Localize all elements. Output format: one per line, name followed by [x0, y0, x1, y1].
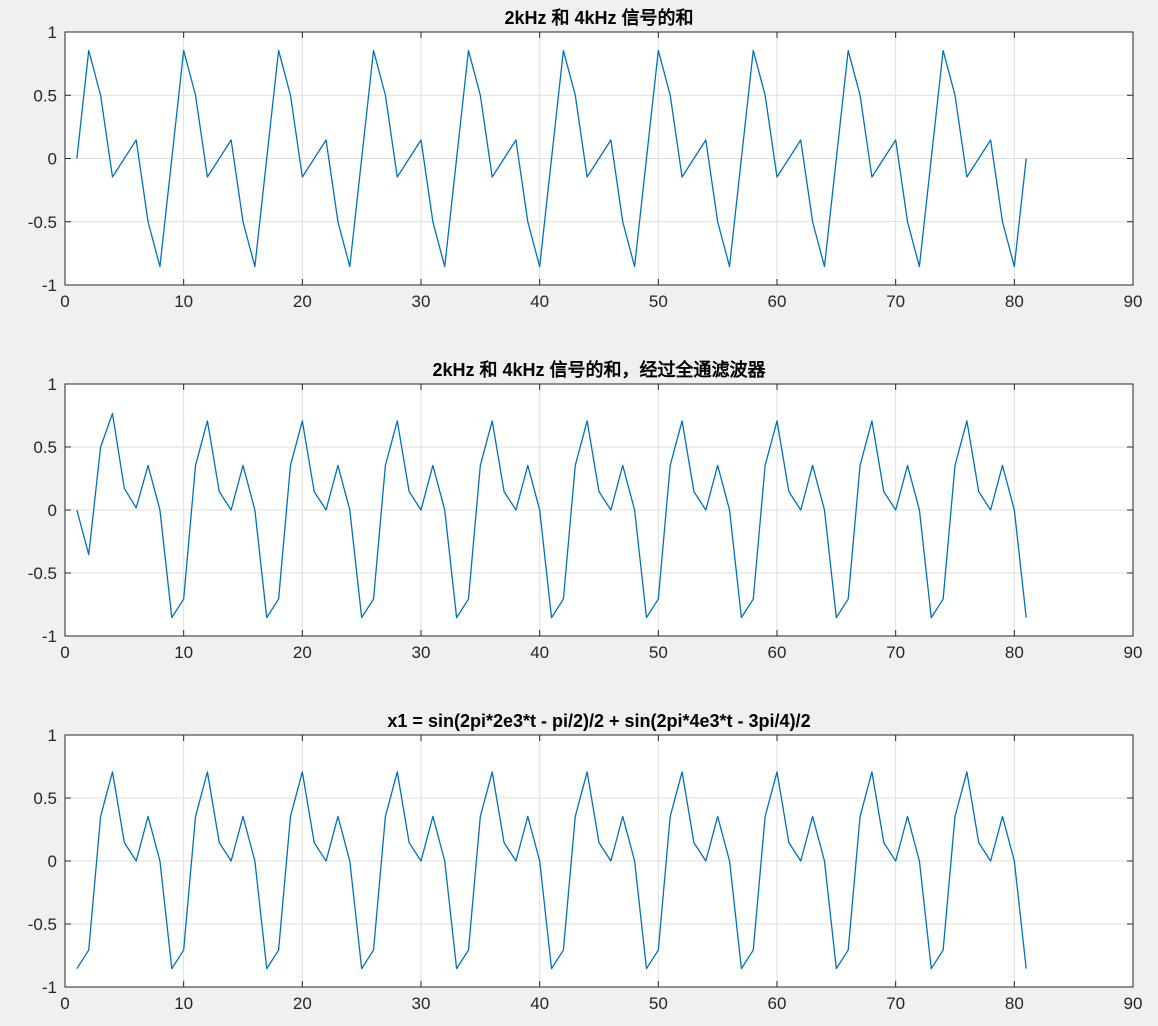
x-tick-label: 20 — [293, 643, 312, 662]
y-tick-label: 0 — [48, 150, 57, 169]
x-tick-label: 30 — [412, 994, 431, 1013]
x-tick-label: 30 — [412, 292, 431, 311]
y-tick-label: 1 — [48, 23, 57, 42]
x-tick-label: 50 — [649, 994, 668, 1013]
x-tick-label: 80 — [1005, 292, 1024, 311]
x-tick-label: 90 — [1124, 292, 1143, 311]
x-tick-label: 30 — [412, 643, 431, 662]
axes-border — [64, 734, 1134, 988]
axes-border — [64, 383, 1134, 637]
x-tick-label: 40 — [530, 292, 549, 311]
series-line — [76, 49, 1027, 268]
subplot-2: 0 10 20 30 40 50 60 70 80 90 1 0.5 0 -0.5 -1 2kHz 和 4kH… — [28, 359, 1143, 662]
x-tick-label: 10 — [174, 643, 193, 662]
subplot-3: 0 10 20 30 40 50 60 70 80 90 1 0.5 0 -0.5 -1 x1 = sin(2… — [28, 711, 1143, 1013]
y-tick-label: -1 — [42, 627, 57, 646]
x-tick-label: 70 — [886, 292, 905, 311]
subplot-title: x1 = sin(2pi*2e3*t - pi/2)/2 + sin(2pi*4… — [387, 711, 810, 731]
series-line — [76, 412, 1027, 619]
subplot-title: 2kHz 和 4kHz 信号的和，经过全通滤波器 — [432, 359, 766, 380]
x-tick-label: 60 — [768, 292, 787, 311]
x-tick-label: 20 — [293, 292, 312, 311]
y-tick-label: 0.5 — [33, 86, 57, 105]
y-tick-label: 1 — [48, 726, 57, 745]
x-tick-label: 20 — [293, 994, 312, 1013]
subplot-1: 0 10 20 30 40 50 60 70 80 90 1 0.5 0 -0.5 -1 2kHz 和 4kH… — [28, 7, 1143, 311]
x-tick-label: 0 — [60, 292, 69, 311]
y-tick-label: 0 — [48, 501, 57, 520]
y-tick-label: -1 — [42, 276, 57, 295]
x-tick-label: 10 — [174, 292, 193, 311]
x-tick-label: 80 — [1005, 643, 1024, 662]
y-tick-label: 1 — [48, 375, 57, 394]
axes-border — [64, 31, 1134, 286]
x-tick-label: 80 — [1005, 994, 1024, 1013]
x-tick-label: 50 — [649, 292, 668, 311]
x-tick-label: 40 — [530, 643, 549, 662]
x-tick-label: 10 — [174, 994, 193, 1013]
x-tick-label: 60 — [768, 643, 787, 662]
series-line — [76, 771, 1027, 970]
x-tick-label: 50 — [649, 643, 668, 662]
y-tick-label: -0.5 — [28, 213, 57, 232]
y-tick-label: 0.5 — [33, 789, 57, 808]
y-tick-label: 0 — [48, 852, 57, 871]
x-tick-label: 60 — [768, 994, 787, 1013]
x-tick-label: 70 — [886, 994, 905, 1013]
x-tick-label: 70 — [886, 643, 905, 662]
y-tick-label: 0.5 — [33, 438, 57, 457]
x-tick-label: 0 — [60, 643, 69, 662]
x-tick-label: 0 — [60, 994, 69, 1013]
y-tick-label: -0.5 — [28, 915, 57, 934]
y-tick-label: -1 — [42, 978, 57, 997]
y-tick-label: -0.5 — [28, 564, 57, 583]
x-tick-label: 40 — [530, 994, 549, 1013]
x-tick-label: 90 — [1124, 643, 1143, 662]
x-tick-label: 90 — [1124, 994, 1143, 1013]
subplot-title: 2kHz 和 4kHz 信号的和 — [504, 7, 693, 28]
